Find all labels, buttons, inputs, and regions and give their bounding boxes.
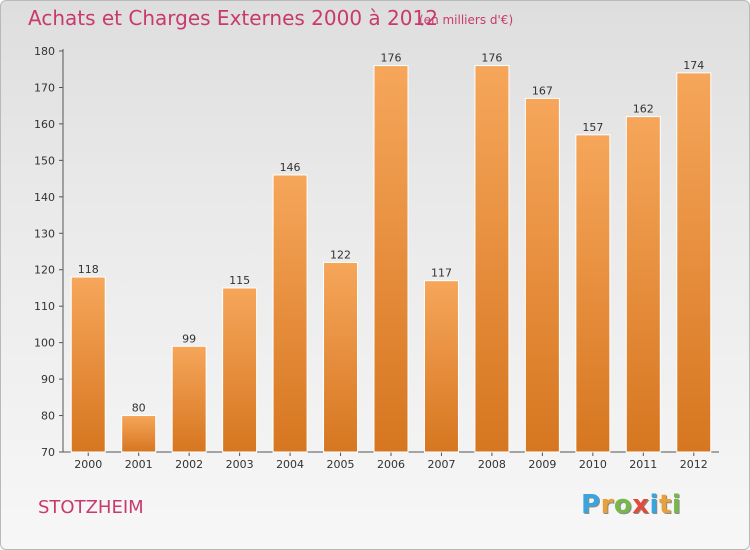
x-tick-label: 2004 [276,458,304,471]
logo-letter: P [581,490,601,520]
y-tick-label: 120 [34,264,55,277]
bar [524,97,560,453]
bar [70,276,106,453]
y-tick-label: 150 [34,154,55,167]
y-tick-label: 160 [34,118,55,131]
y-tick-label: 130 [34,227,55,240]
data-label: 118 [78,263,99,276]
chart-title: Achats et Charges Externes 2000 à 2012 [28,6,438,30]
bar [676,72,712,453]
x-tick-label: 2012 [680,458,708,471]
bar [272,174,308,453]
bars [70,65,712,453]
y-tick-label: 170 [34,81,55,94]
y-tick-label: 100 [34,337,55,350]
data-label: 80 [132,402,146,415]
x-tick-label: 2009 [528,458,556,471]
chart-subtitle: (en milliers d'€) [419,13,514,27]
logo-letter: t [658,490,672,520]
bar [625,116,661,453]
x-tick-label: 2002 [175,458,203,471]
logo-letter: i [649,490,659,520]
logo-letter: i [671,490,682,520]
bar [222,287,258,453]
proxiti-logo[interactable]: Proxiti [581,490,681,520]
y-tick-label: 80 [41,410,55,423]
x-tick-label: 2011 [629,458,657,471]
x-tick-label: 2003 [226,458,254,471]
logo-letter: o [613,490,633,520]
bar [373,65,409,453]
data-label: 146 [280,161,301,174]
x-tick-label: 2007 [427,458,455,471]
bar [575,134,611,453]
x-tick-label: 2001 [125,458,153,471]
axes: 70 80 90 100 110 120 130 140 150 160 170 180 [34,45,719,459]
bar [423,280,459,453]
data-label: 176 [381,52,402,65]
y-tick-label: 70 [41,446,55,459]
y-tick-label: 110 [34,300,55,313]
logo-letter: x [632,490,650,520]
logo-letter: r [600,490,614,520]
x-tick-label: 2000 [74,458,102,471]
data-label: 167 [532,84,553,97]
bar [121,415,157,453]
data-label: 174 [683,59,704,72]
data-label: 157 [582,121,603,134]
data-label: 117 [431,267,452,280]
y-tick-label: 180 [34,45,55,58]
y-tick-label: 90 [41,373,55,386]
city-name: STOTZHEIM [38,497,144,518]
x-tick-label: 2005 [327,458,355,471]
labels: 118 2000 80 2001 99 2002 115 2003 146 2004 122 2005… [74,52,708,471]
data-label: 122 [330,248,351,261]
data-label: 162 [633,103,654,116]
data-label: 115 [229,274,250,287]
data-label: 99 [182,332,196,345]
bar [171,345,207,453]
bar [323,261,359,453]
data-label: 176 [481,52,502,65]
y-tick-label: 140 [34,191,55,204]
x-tick-label: 2010 [579,458,607,471]
bar [474,65,510,453]
x-tick-label: 2008 [478,458,506,471]
x-tick-label: 2006 [377,458,405,471]
